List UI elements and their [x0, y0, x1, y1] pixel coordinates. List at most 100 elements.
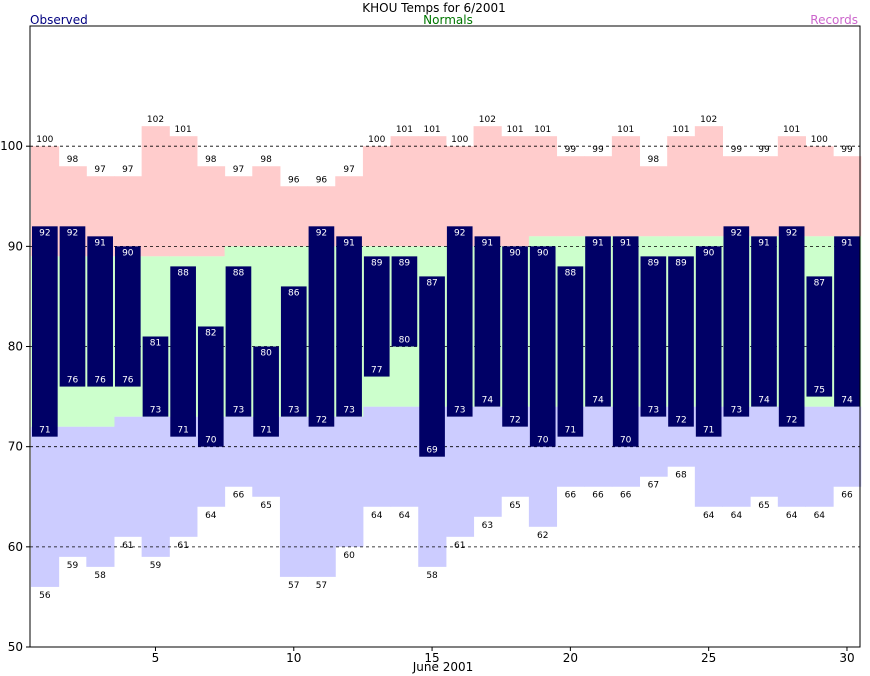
record-high-label: 100	[368, 135, 385, 145]
record-high-label: 100	[811, 135, 828, 145]
record-high-label: 97	[122, 165, 133, 175]
observed-bars	[32, 226, 860, 457]
record-low-label: 59	[67, 561, 79, 571]
record-high-band	[362, 146, 392, 247]
record-high-band	[390, 136, 419, 247]
x-axis-label: June 2001	[412, 660, 474, 674]
record-high-band	[722, 156, 751, 237]
observed-low-label: 73	[233, 406, 244, 416]
observed-low-label: 76	[94, 376, 106, 386]
x-tick-label: 10	[286, 651, 301, 665]
plot-frame	[29, 25, 861, 648]
observed-low-label: 69	[426, 446, 438, 456]
record-low-band	[639, 406, 668, 477]
record-high-label: 101	[617, 125, 634, 135]
observed-high-label: 92	[316, 228, 327, 238]
record-low-band	[141, 416, 170, 557]
observed-low-label: 72	[509, 416, 520, 426]
observed-low-label: 70	[205, 436, 217, 446]
observed-bar	[142, 336, 169, 417]
record-high-label: 102	[147, 115, 164, 125]
record-low-label: 66	[565, 491, 577, 501]
record-low-band	[335, 416, 364, 547]
record-low-label: 57	[288, 581, 299, 591]
data-labels: 100 56 92 71 98 59 92 76 97 58 91 76 97 61 90 76 102 59 81…	[36, 115, 853, 601]
legend-observed: Observed	[30, 13, 88, 27]
record-low-band	[805, 406, 834, 507]
record-low-label: 64	[399, 511, 411, 521]
record-high-band	[777, 136, 806, 237]
record-low-band	[750, 406, 779, 497]
observed-low-label: 71	[703, 426, 714, 436]
observed-high-label: 91	[758, 238, 769, 248]
record-high-label: 101	[783, 125, 800, 135]
record-high-label: 101	[175, 125, 192, 135]
observed-low-label: 70	[537, 436, 549, 446]
observed-high-label: 91	[841, 238, 852, 248]
observed-high-label: 88	[177, 268, 189, 278]
record-low-band	[31, 426, 60, 587]
observed-bar	[419, 276, 445, 457]
record-low-label: 64	[731, 511, 743, 521]
observed-high-label: 90	[509, 248, 521, 258]
record-high-band	[141, 126, 170, 257]
record-low-label: 65	[509, 501, 520, 511]
observed-high-label: 89	[399, 258, 411, 268]
record-low-band	[86, 426, 115, 567]
record-high-label: 99	[565, 145, 577, 155]
observed-low-label: 70	[620, 436, 632, 446]
record-high-label: 97	[94, 165, 105, 175]
x-tick-label: 20	[563, 651, 578, 665]
axes: 50 60 70 80 90 100 5 10 15 20 25 30	[0, 25, 861, 665]
legend-records: Records	[810, 13, 858, 27]
record-low-band	[58, 426, 87, 557]
observed-low-label: 73	[648, 406, 659, 416]
observed-bar	[640, 256, 667, 417]
observed-low-label: 75	[814, 386, 825, 396]
record-low-band	[445, 406, 475, 537]
record-high-band	[611, 136, 641, 237]
observed-low-label: 74	[482, 396, 494, 406]
observed-high-label: 90	[122, 248, 134, 258]
record-high-label: 97	[233, 165, 244, 175]
record-high-band	[113, 176, 143, 257]
record-low-band	[390, 406, 419, 507]
record-high-band	[694, 126, 723, 237]
record-high-band	[196, 166, 226, 257]
observed-bar	[391, 256, 418, 347]
observed-high-label: 82	[205, 328, 216, 338]
observed-high-label: 92	[39, 228, 50, 238]
observed-low-label: 71	[177, 426, 188, 436]
record-high-label: 102	[479, 115, 496, 125]
observed-high-label: 81	[150, 339, 161, 349]
record-high-label: 98	[205, 155, 217, 165]
observed-low-label: 72	[316, 416, 327, 426]
record-high-band	[805, 146, 834, 237]
record-low-label: 64	[371, 511, 383, 521]
observed-high-label: 91	[343, 238, 354, 248]
observed-high-label: 92	[731, 228, 742, 238]
observed-low-label: 76	[67, 376, 79, 386]
record-low-label: 58	[94, 571, 106, 581]
record-high-label: 100	[36, 135, 53, 145]
observed-low-label: 71	[39, 426, 50, 436]
record-high-label: 102	[700, 115, 717, 125]
observed-high-label: 91	[592, 238, 603, 248]
legend-normals: Normals	[423, 13, 473, 27]
record-low-label: 58	[426, 571, 438, 581]
record-high-band	[335, 176, 364, 247]
x-tick-label: 15	[424, 651, 439, 665]
record-high-label: 100	[451, 135, 468, 145]
observed-low-label: 73	[288, 406, 299, 416]
observed-bar	[280, 286, 307, 417]
observed-low-label: 72	[675, 416, 686, 426]
observed-low-label: 77	[371, 366, 382, 376]
record-low-label: 57	[316, 581, 327, 591]
record-high-label: 99	[731, 145, 743, 155]
observed-low-label: 74	[592, 396, 604, 406]
record-low-label: 68	[675, 471, 687, 481]
record-high-label: 98	[260, 155, 272, 165]
observed-bar	[363, 256, 390, 377]
observed-bar	[502, 246, 528, 427]
observed-high-label: 87	[426, 278, 437, 288]
